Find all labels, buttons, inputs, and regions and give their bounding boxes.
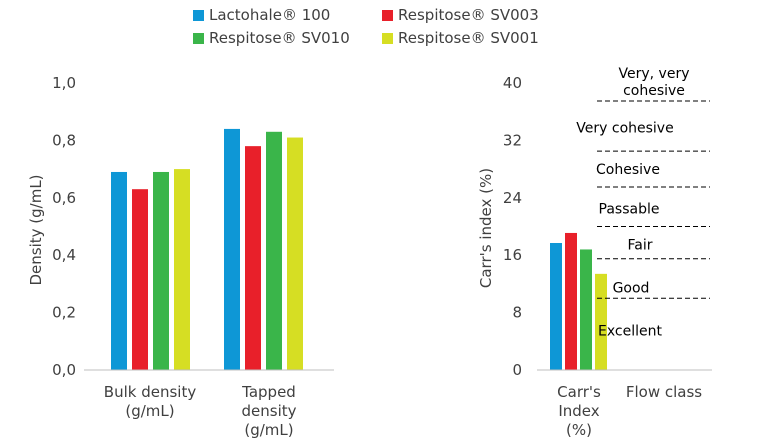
carrs-category-label: (%) (566, 421, 592, 439)
density-bar-2-3 (266, 131, 282, 370)
legend-swatch-4 (382, 33, 393, 44)
density-category-label: density (242, 402, 297, 420)
carrs-tick-label: 16 (503, 246, 522, 264)
carrs-bar-3 (580, 249, 592, 370)
flow-class-label: Fair (628, 237, 653, 253)
carrs-tick-label: 8 (512, 304, 522, 322)
flow-class-label: Passable (599, 202, 660, 218)
density-tick-label: 0,8 (52, 131, 76, 149)
legend: Lactohale® 100 Respitose® SV003 Respitose®… (193, 6, 539, 47)
carrs-tick-label: 0 (512, 361, 522, 379)
flow-class-label: Very cohesive (576, 120, 673, 136)
legend-swatch-3 (193, 33, 204, 44)
carrs-index-chart: Carr's index (%) 0 8 16 24 32 40 Excellent Goo… (477, 66, 712, 439)
flow-class-label: Excellent (598, 324, 662, 340)
density-category-label: Tapped (241, 383, 296, 401)
density-axis-title: Density (g/mL) (27, 174, 45, 285)
carrs-tick-label: 24 (503, 189, 522, 207)
carrs-bar-4 (595, 273, 607, 370)
carrs-tick-label: 32 (503, 131, 522, 149)
legend-swatch-1 (193, 10, 204, 21)
legend-swatch-2 (382, 10, 393, 21)
legend-label-2: Respitose® SV003 (398, 6, 539, 24)
flow-class-label: Very, very (619, 66, 690, 82)
density-tick-label: 0,2 (52, 304, 76, 322)
carrs-bar-1 (550, 243, 562, 370)
density-bar-2-4 (287, 137, 303, 370)
density-category-label: (g/mL) (244, 421, 293, 439)
carrs-bar-2 (565, 232, 577, 370)
density-tick-label: 1,0 (52, 74, 76, 92)
carrs-axis-title: Carr's index (%) (477, 168, 495, 288)
flow-class-label: Good (613, 280, 650, 296)
density-bar-1-1 (111, 171, 127, 370)
carrs-tick-label: 40 (503, 74, 522, 92)
legend-label-3: Respitose® SV010 (209, 29, 350, 47)
density-bar-2-2 (245, 146, 261, 370)
carrs-category-label: Carr's (557, 383, 601, 401)
density-bar-1-2 (132, 189, 148, 370)
density-chart: Density (g/mL) 0,0 0,2 0,4 0,6 0,8 1,0 Bulk d… (27, 74, 334, 439)
flow-class-label: Cohesive (596, 162, 660, 178)
density-bar-1-4 (174, 169, 190, 370)
density-tick-label: 0,6 (52, 189, 76, 207)
density-tick-label: 0,4 (52, 246, 76, 264)
carrs-category-label: Index (558, 402, 599, 420)
flow-class-label: cohesive (623, 83, 685, 99)
density-category-label: Bulk density (104, 383, 197, 401)
density-category-label: (g/mL) (125, 402, 174, 420)
legend-label-1: Lactohale® 100 (209, 6, 330, 24)
carrs-category-label: Flow class (626, 383, 702, 401)
density-bar-2-1 (224, 128, 240, 370)
density-tick-label: 0,0 (52, 361, 76, 379)
legend-label-4: Respitose® SV001 (398, 29, 539, 47)
density-bar-1-3 (153, 171, 169, 370)
